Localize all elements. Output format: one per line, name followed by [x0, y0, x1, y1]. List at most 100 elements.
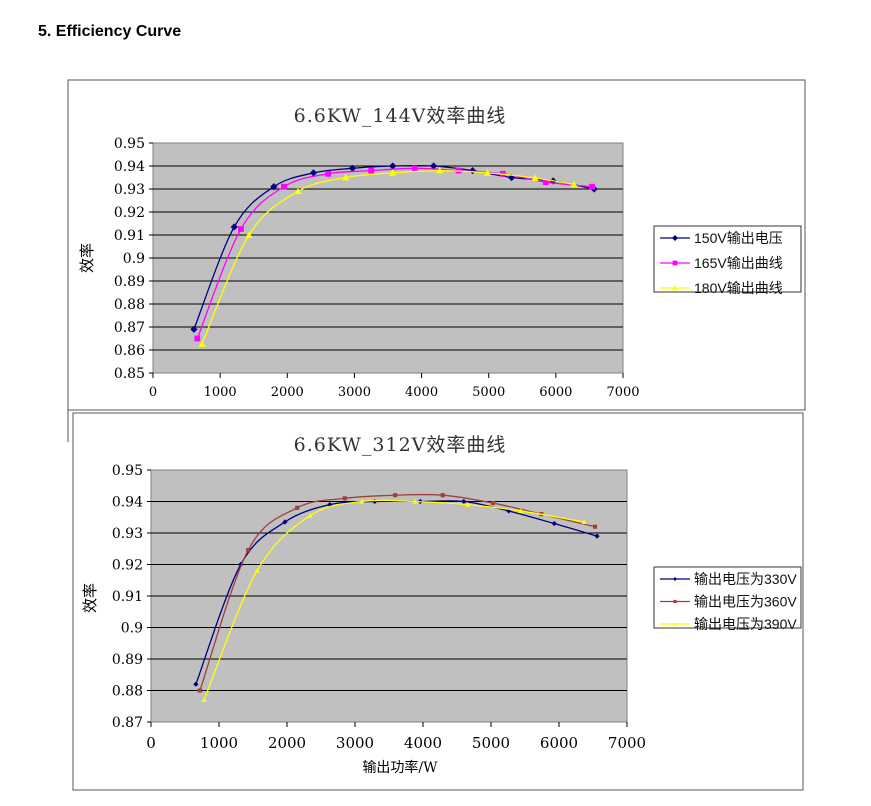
- x-tick-label: 5000: [472, 385, 505, 400]
- x-tick-label: 0: [149, 385, 157, 400]
- data-point: [551, 520, 557, 527]
- data-point: [309, 169, 318, 177]
- data-point: [594, 533, 600, 539]
- data-point: [197, 688, 203, 693]
- data-point: [342, 496, 347, 501]
- y-tick-label: 0.88: [114, 297, 145, 313]
- y-tick-label: 0.89: [114, 274, 145, 290]
- data-point: [389, 169, 397, 176]
- x-axis-label: 输出功率/W: [362, 759, 438, 776]
- y-tick-label: 0.87: [112, 715, 143, 731]
- data-point: [570, 180, 578, 188]
- data-point: [342, 173, 350, 181]
- data-point: [592, 524, 598, 529]
- series-line: [203, 499, 585, 701]
- data-point: [469, 167, 477, 175]
- legend-label: 输出电压为330V: [694, 571, 797, 587]
- x-tick-label: 0: [146, 734, 156, 752]
- data-point: [238, 226, 244, 232]
- y-tick-label: 0.95: [114, 136, 145, 152]
- x-tick-label: 4000: [404, 734, 442, 752]
- y-tick-label: 0.93: [114, 182, 145, 198]
- data-point: [348, 164, 357, 172]
- y-axis-label: 效率: [79, 243, 96, 273]
- section-heading: 5. Efficiency Curve: [38, 23, 182, 40]
- chart-title: 6.6KW_312V效率曲线: [294, 434, 507, 456]
- series-line: [196, 167, 593, 339]
- data-point: [194, 335, 201, 342]
- data-point: [254, 568, 260, 573]
- data-point: [483, 169, 491, 176]
- legend-marker: [672, 285, 678, 291]
- legend: 输出电压为330V 输出电压为360V 输出电压为390V: [653, 566, 802, 632]
- data-point: [245, 231, 253, 238]
- x-tick-label: 7000: [606, 385, 639, 400]
- data-point: [368, 167, 375, 174]
- x-tick-label: 5000: [472, 734, 510, 752]
- data-point: [589, 183, 595, 190]
- data-point: [461, 498, 467, 505]
- y-tick-label: 0.88: [112, 684, 143, 700]
- x-tick-label: 2000: [271, 385, 304, 400]
- data-point: [411, 165, 418, 172]
- y-axis-label: 效率: [82, 583, 99, 613]
- data-point: [193, 681, 199, 687]
- y-tick-label: 0.92: [114, 205, 145, 221]
- y-tick-label: 0.95: [112, 463, 143, 479]
- data-point: [542, 179, 549, 185]
- y-tick-label: 0.85: [114, 366, 145, 382]
- data-point: [389, 162, 397, 170]
- data-point: [412, 498, 418, 504]
- legend-marker: [672, 235, 678, 241]
- legend-marker: [673, 622, 677, 626]
- chart-2: 6.6KW_312V效率曲线 0.87 0.88 0.89 0.9 0.91 0.92 0.9…: [72, 412, 804, 791]
- series-3: [198, 167, 578, 347]
- x-tick-label: 1000: [200, 734, 238, 752]
- data-point: [465, 502, 471, 507]
- y-tick-label: 0.94: [112, 495, 143, 511]
- data-point: [327, 502, 333, 508]
- data-point: [246, 547, 251, 553]
- x-tick-label: 7000: [608, 734, 646, 752]
- legend-marker: [673, 599, 677, 604]
- y-tick-label: 0.91: [114, 228, 145, 244]
- legend-label: 180V输出曲线: [694, 280, 783, 296]
- y-tick-label: 0.9: [123, 251, 145, 267]
- data-point: [440, 493, 445, 498]
- data-point: [436, 167, 444, 174]
- data-point: [295, 505, 300, 510]
- x-tick-label: 6000: [539, 385, 572, 400]
- legend-label: 输出电压为360V: [694, 594, 797, 610]
- x-tick-label: 1000: [204, 385, 237, 400]
- x-tick-label: 4000: [405, 385, 438, 400]
- legend-box: [653, 225, 802, 293]
- legend-box: [653, 566, 802, 629]
- data-point: [393, 493, 398, 498]
- x-tick-label: 3000: [336, 734, 374, 752]
- y-tick-label: 0.91: [112, 589, 143, 605]
- data-point: [531, 174, 539, 181]
- legend-marker: [672, 260, 678, 266]
- y-tick-label: 0.93: [112, 526, 143, 542]
- x-tick-label: 3000: [338, 385, 371, 400]
- data-point: [490, 500, 496, 506]
- data-point: [518, 508, 524, 514]
- data-point: [190, 325, 198, 333]
- data-point: [430, 162, 438, 170]
- chart-1: 6.6KW_144V效率曲线 0.85 0.86 0.87 0.88 0.89 0.9 0.9…: [67, 79, 806, 442]
- data-point: [198, 340, 206, 347]
- y-tick-label: 0.94: [114, 159, 145, 175]
- chart-title: 6.6KW_144V效率曲线: [294, 105, 507, 127]
- y-tick-label: 0.89: [112, 652, 143, 668]
- legend-marker: [673, 577, 677, 581]
- legend-label: 165V输出曲线: [694, 255, 783, 271]
- data-point: [282, 519, 288, 525]
- data-point: [230, 223, 238, 231]
- data-point: [294, 187, 302, 195]
- data-point: [307, 513, 313, 518]
- data-point: [270, 183, 278, 191]
- y-tick-label: 0.92: [112, 558, 143, 574]
- data-point: [581, 519, 587, 525]
- x-tick-label: 2000: [268, 734, 306, 752]
